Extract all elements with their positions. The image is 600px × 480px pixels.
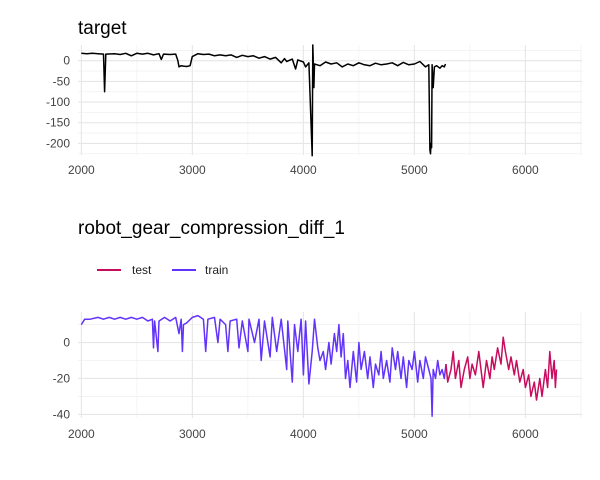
x-tick-label: 2000 xyxy=(68,427,95,441)
legend-label-test: test xyxy=(132,263,152,277)
y-tick-label: -150 xyxy=(46,116,70,130)
chart-title: target xyxy=(78,18,127,39)
robot-gear-compression-panel: robot_gear_compression_diff_1 2000 3000 400… xyxy=(53,218,582,441)
x-tick-label: 5000 xyxy=(401,163,428,177)
y-tick-label: -200 xyxy=(46,136,70,150)
target-panel: target 2000 3000 4000 5000 6000 0 -50 -100 -150 -2… xyxy=(46,18,582,177)
x-tick-label: 6000 xyxy=(512,163,539,177)
x-tick-label: 4000 xyxy=(290,163,317,177)
x-tick-label: 3000 xyxy=(179,427,206,441)
y-tick-label: 0 xyxy=(63,336,70,350)
y-tick-label: 0 xyxy=(63,54,70,68)
chart-title: robot_gear_compression_diff_1 xyxy=(78,218,345,239)
series-line-train xyxy=(80,314,447,417)
y-tick-label: -40 xyxy=(53,407,71,421)
legend-label-train: train xyxy=(205,263,228,277)
x-tick-label: 5000 xyxy=(401,427,428,441)
x-tick-label: 3000 xyxy=(179,163,206,177)
y-tick-label: -20 xyxy=(53,371,71,385)
series-line xyxy=(81,44,447,157)
x-tick-label: 6000 xyxy=(512,427,539,441)
y-tick-label: -50 xyxy=(53,74,71,88)
x-tick-label: 4000 xyxy=(290,427,317,441)
x-tick-label: 2000 xyxy=(68,163,95,177)
y-tick-label: -100 xyxy=(46,95,70,109)
series-line-test xyxy=(445,336,558,401)
